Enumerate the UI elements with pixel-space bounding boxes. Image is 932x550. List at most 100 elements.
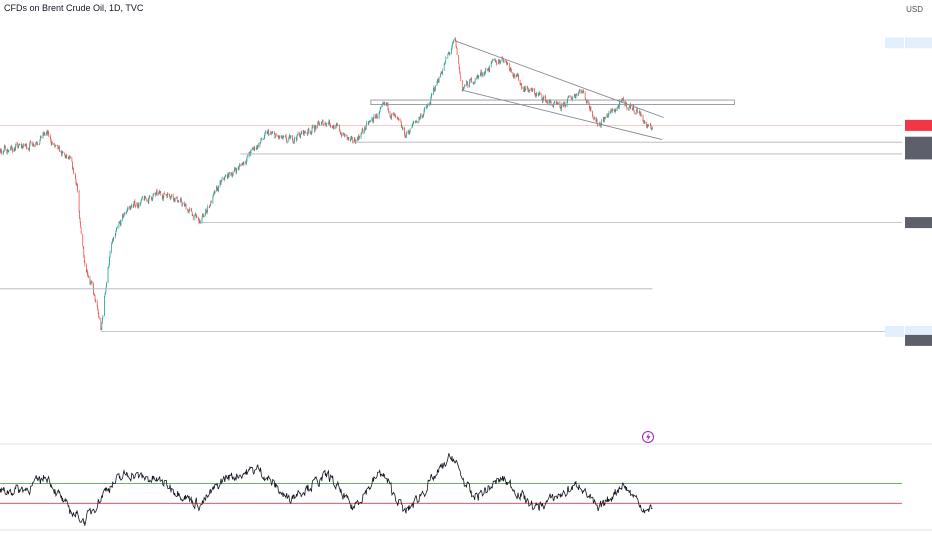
candle-body bbox=[230, 172, 232, 175]
candle bbox=[483, 72, 485, 78]
candle-body bbox=[68, 157, 70, 159]
candle-body bbox=[176, 196, 178, 201]
candle bbox=[198, 216, 199, 220]
candle bbox=[608, 113, 609, 118]
candle bbox=[543, 95, 545, 100]
candle bbox=[535, 93, 537, 99]
candle-body bbox=[314, 128, 315, 132]
candle bbox=[113, 236, 115, 241]
candle bbox=[506, 61, 508, 65]
candle-body bbox=[563, 104, 565, 106]
candle-body bbox=[382, 103, 384, 104]
candle bbox=[492, 59, 494, 61]
candle-body bbox=[405, 136, 407, 138]
candle bbox=[310, 130, 312, 136]
candle bbox=[253, 148, 255, 151]
candle bbox=[119, 221, 120, 224]
candle bbox=[336, 122, 338, 127]
candle bbox=[592, 114, 594, 119]
candle bbox=[199, 219, 200, 223]
candle-body bbox=[437, 79, 439, 82]
candle-body bbox=[564, 102, 565, 105]
candle-body bbox=[91, 281, 93, 284]
candle bbox=[531, 88, 533, 92]
candle-body bbox=[503, 58, 504, 63]
candle-body bbox=[514, 74, 515, 76]
candle bbox=[355, 139, 357, 144]
candle bbox=[426, 105, 428, 109]
candle bbox=[429, 101, 431, 107]
candle-body bbox=[415, 121, 417, 122]
candle bbox=[31, 141, 33, 145]
candle bbox=[156, 188, 158, 197]
candle bbox=[519, 79, 521, 86]
candle-body bbox=[453, 40, 454, 43]
candle bbox=[582, 90, 584, 94]
candle bbox=[395, 113, 397, 119]
candle bbox=[581, 89, 583, 94]
candle bbox=[362, 129, 364, 135]
candle-body bbox=[488, 69, 490, 71]
candle bbox=[135, 204, 136, 209]
candle-body bbox=[579, 89, 580, 91]
candle-body bbox=[451, 49, 452, 54]
candle-body bbox=[98, 313, 100, 318]
candle-body bbox=[30, 141, 31, 143]
candle-body bbox=[510, 67, 512, 70]
candle bbox=[185, 203, 187, 210]
candle-body bbox=[581, 90, 583, 93]
candle-body bbox=[454, 38, 456, 41]
candle-body bbox=[68, 157, 70, 159]
candle bbox=[423, 109, 425, 115]
candle-body bbox=[102, 317, 103, 324]
candle bbox=[261, 137, 263, 141]
candle-body bbox=[15, 145, 16, 149]
candle-body bbox=[339, 129, 341, 132]
candle bbox=[156, 189, 157, 195]
candle bbox=[264, 134, 265, 140]
candle-body bbox=[576, 93, 577, 96]
candle bbox=[315, 125, 317, 130]
chart-title: CFDs on Brent Crude Oil, 1D, TVC bbox=[4, 3, 144, 13]
candle bbox=[19, 143, 21, 146]
candle-body bbox=[114, 234, 116, 238]
candle bbox=[589, 105, 591, 112]
candle-body bbox=[499, 62, 501, 64]
candle-body bbox=[336, 124, 338, 125]
candle-body bbox=[250, 151, 251, 155]
candle-body bbox=[444, 60, 446, 65]
candle bbox=[76, 183, 78, 187]
candle bbox=[69, 156, 71, 159]
candle bbox=[535, 92, 536, 98]
candle bbox=[494, 58, 496, 63]
candle-body bbox=[520, 84, 521, 85]
candle-body bbox=[159, 192, 161, 193]
candle-body bbox=[125, 212, 127, 215]
candle bbox=[0, 148, 1, 154]
candle-body bbox=[485, 69, 486, 73]
candle bbox=[407, 129, 409, 135]
candle-body bbox=[362, 130, 364, 133]
candle-body bbox=[86, 270, 88, 273]
candle-body bbox=[264, 132, 266, 135]
candle-body bbox=[613, 109, 615, 111]
candle bbox=[354, 137, 355, 142]
candle-body bbox=[199, 219, 201, 223]
candle-body bbox=[463, 84, 465, 88]
candle bbox=[65, 154, 67, 159]
candle-body bbox=[82, 246, 84, 249]
candle bbox=[575, 94, 577, 99]
candle-body bbox=[267, 130, 269, 132]
candle bbox=[572, 95, 574, 99]
candle bbox=[328, 118, 330, 126]
candle bbox=[138, 202, 140, 208]
candle-body bbox=[393, 113, 394, 115]
candle bbox=[285, 134, 287, 137]
candle-body bbox=[383, 103, 385, 104]
candle bbox=[376, 113, 377, 119]
candle bbox=[84, 260, 86, 267]
candle-body bbox=[26, 147, 28, 150]
candle bbox=[259, 142, 261, 148]
candle-body bbox=[36, 143, 38, 144]
